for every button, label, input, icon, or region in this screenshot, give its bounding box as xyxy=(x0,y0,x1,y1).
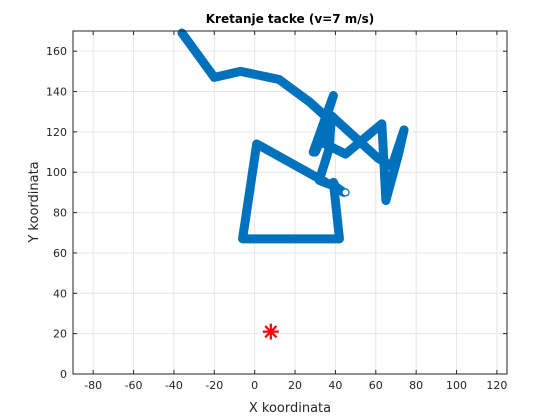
y-tick-label: 0 xyxy=(60,368,67,381)
y-tick-label: 120 xyxy=(46,126,67,139)
y-tick-label: 40 xyxy=(53,287,67,300)
y-tick-label: 20 xyxy=(53,328,67,341)
tick-marks: -80 -60 -40 -20 0 20 40 60 80 100 120 0 20 40 60 80 100 1… xyxy=(46,31,507,392)
x-tick-label: 20 xyxy=(288,379,302,392)
target-star-stroke xyxy=(264,325,278,339)
x-tick-label: -40 xyxy=(165,379,183,392)
y-tick-label: 80 xyxy=(53,207,67,220)
y-tick-label: 60 xyxy=(53,247,67,260)
x-axis-label: X koordinata xyxy=(249,401,331,416)
axes-box xyxy=(72,30,508,375)
x-tick-label: -20 xyxy=(205,379,223,392)
y-tick-label: 140 xyxy=(46,86,67,99)
x-tick-label: 100 xyxy=(446,379,467,392)
x-tick-label: 0 xyxy=(251,379,258,392)
x-tick-label: 120 xyxy=(486,379,507,392)
series-layer xyxy=(177,28,409,340)
trajectory-path xyxy=(177,28,409,244)
y-tick-label: 100 xyxy=(46,166,67,179)
target-star-marker xyxy=(262,323,279,340)
grid-lines xyxy=(73,31,507,375)
chart-title: Kretanje tacke (v=7 m/s) xyxy=(206,12,375,26)
end-point-marker xyxy=(341,188,350,197)
x-tick-label: 80 xyxy=(409,379,423,392)
x-tick-label: 60 xyxy=(369,379,383,392)
y-tick-label: 160 xyxy=(46,45,67,58)
x-tick-label: 40 xyxy=(328,379,342,392)
y-axis-label: Y koordinata xyxy=(27,161,42,243)
x-tick-label: -60 xyxy=(125,379,143,392)
x-tick-label: -80 xyxy=(84,379,102,392)
